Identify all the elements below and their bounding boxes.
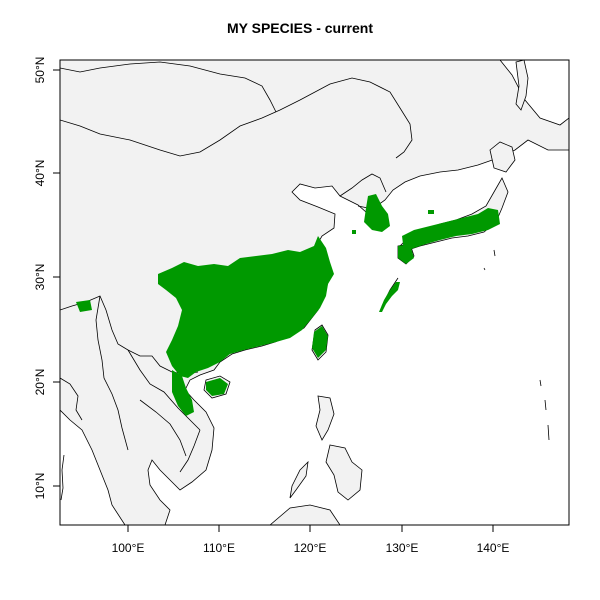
range-kyushu (398, 244, 414, 264)
y-tick-label: 10°N (33, 473, 47, 500)
map-title: MY SPECIES - current (226, 20, 373, 36)
korea-china-border (339, 173, 387, 197)
plot-frame (59, 59, 570, 526)
x-tick-label: 140°E (477, 541, 510, 555)
y-tick-label: 30°N (33, 264, 47, 291)
range-indochina (172, 370, 194, 416)
india-bangladesh-border (60, 377, 83, 421)
philippines-visayas-mindanao (325, 444, 363, 501)
range-hainan (206, 378, 228, 396)
range-japan (402, 208, 500, 252)
pacific-islands (483, 249, 550, 441)
x-axis: 100°E 110°E 120°E 130°E 140°E (112, 525, 510, 555)
range-taiwan (312, 326, 328, 358)
vietnam-cambodia-border (179, 429, 201, 473)
y-axis: 10°N 20°N 30°N 40°N 50°N (33, 57, 60, 500)
x-tick-label: 130°E (386, 541, 419, 555)
mongolia-china-border (60, 61, 277, 113)
y-tick-label: 50°N (33, 57, 47, 84)
range-yunnan-patch (76, 300, 92, 312)
thailand-cambodia-border (139, 399, 187, 457)
hokkaido-island (489, 141, 516, 173)
borneo-north (269, 504, 341, 525)
philippines-luzon (315, 395, 335, 441)
x-tick-label: 120°E (294, 541, 327, 555)
x-tick-label: 100°E (112, 541, 145, 555)
y-tick-label: 40°N (33, 160, 47, 187)
species-range (76, 194, 500, 416)
laos-thailand-border (127, 349, 201, 431)
myanmar-laos-border (95, 295, 129, 451)
russia-mongolia-border (60, 77, 413, 159)
sakhalin-island (515, 60, 529, 111)
range-korea (364, 194, 390, 232)
range-china-mainland (158, 236, 334, 378)
andaman-islands (60, 454, 65, 501)
range-ryukyu (379, 282, 400, 312)
palawan-island (289, 460, 309, 499)
x-tick-label: 110°E (203, 541, 235, 555)
y-tick-label: 20°N (33, 369, 47, 396)
